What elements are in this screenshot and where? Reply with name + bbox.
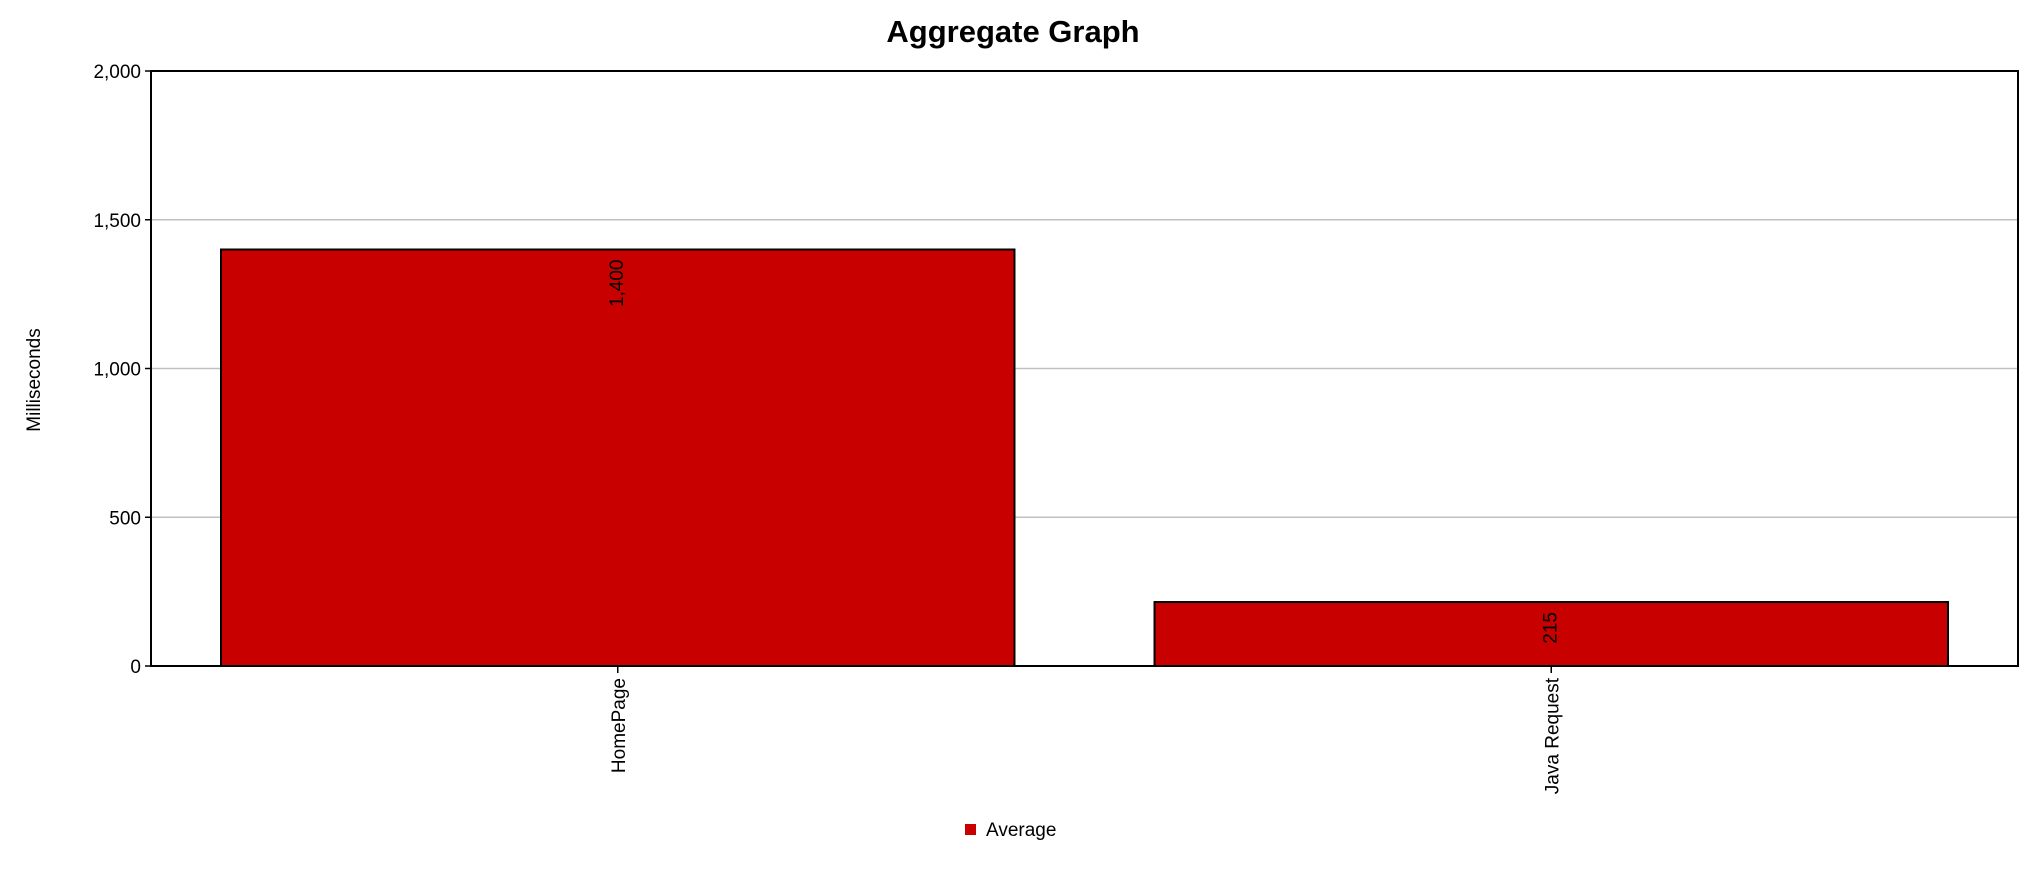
data-label: 1,400 xyxy=(607,260,628,308)
bars xyxy=(220,248,1949,667)
x-tick-label: HomePage xyxy=(609,678,630,773)
x-tick-label: Java Request xyxy=(1542,677,1563,794)
chart-title: Aggregate Graph xyxy=(886,14,1139,49)
legend: Average xyxy=(965,820,1056,841)
legend-label-average: Average xyxy=(986,820,1056,841)
y-axis-label: Milliseconds xyxy=(24,328,45,431)
y-tick-label: 0 xyxy=(130,657,141,678)
y-tick-label: 1,000 xyxy=(93,360,141,381)
data-labels: 1,400 215 xyxy=(607,260,1562,644)
data-label: 215 xyxy=(1540,612,1561,644)
legend-swatch-average xyxy=(965,824,976,835)
y-tick-label: 2,000 xyxy=(93,62,141,83)
y-tick-label: 500 xyxy=(109,508,141,529)
bar-homepage xyxy=(220,248,1016,667)
bar-java-request xyxy=(1153,601,1949,667)
y-tick-label: 1,500 xyxy=(93,211,141,232)
x-axis-ticks: HomePage Java Request xyxy=(609,666,1563,794)
y-axis-ticks: 0 500 1,000 1,500 2,000 xyxy=(93,62,151,678)
